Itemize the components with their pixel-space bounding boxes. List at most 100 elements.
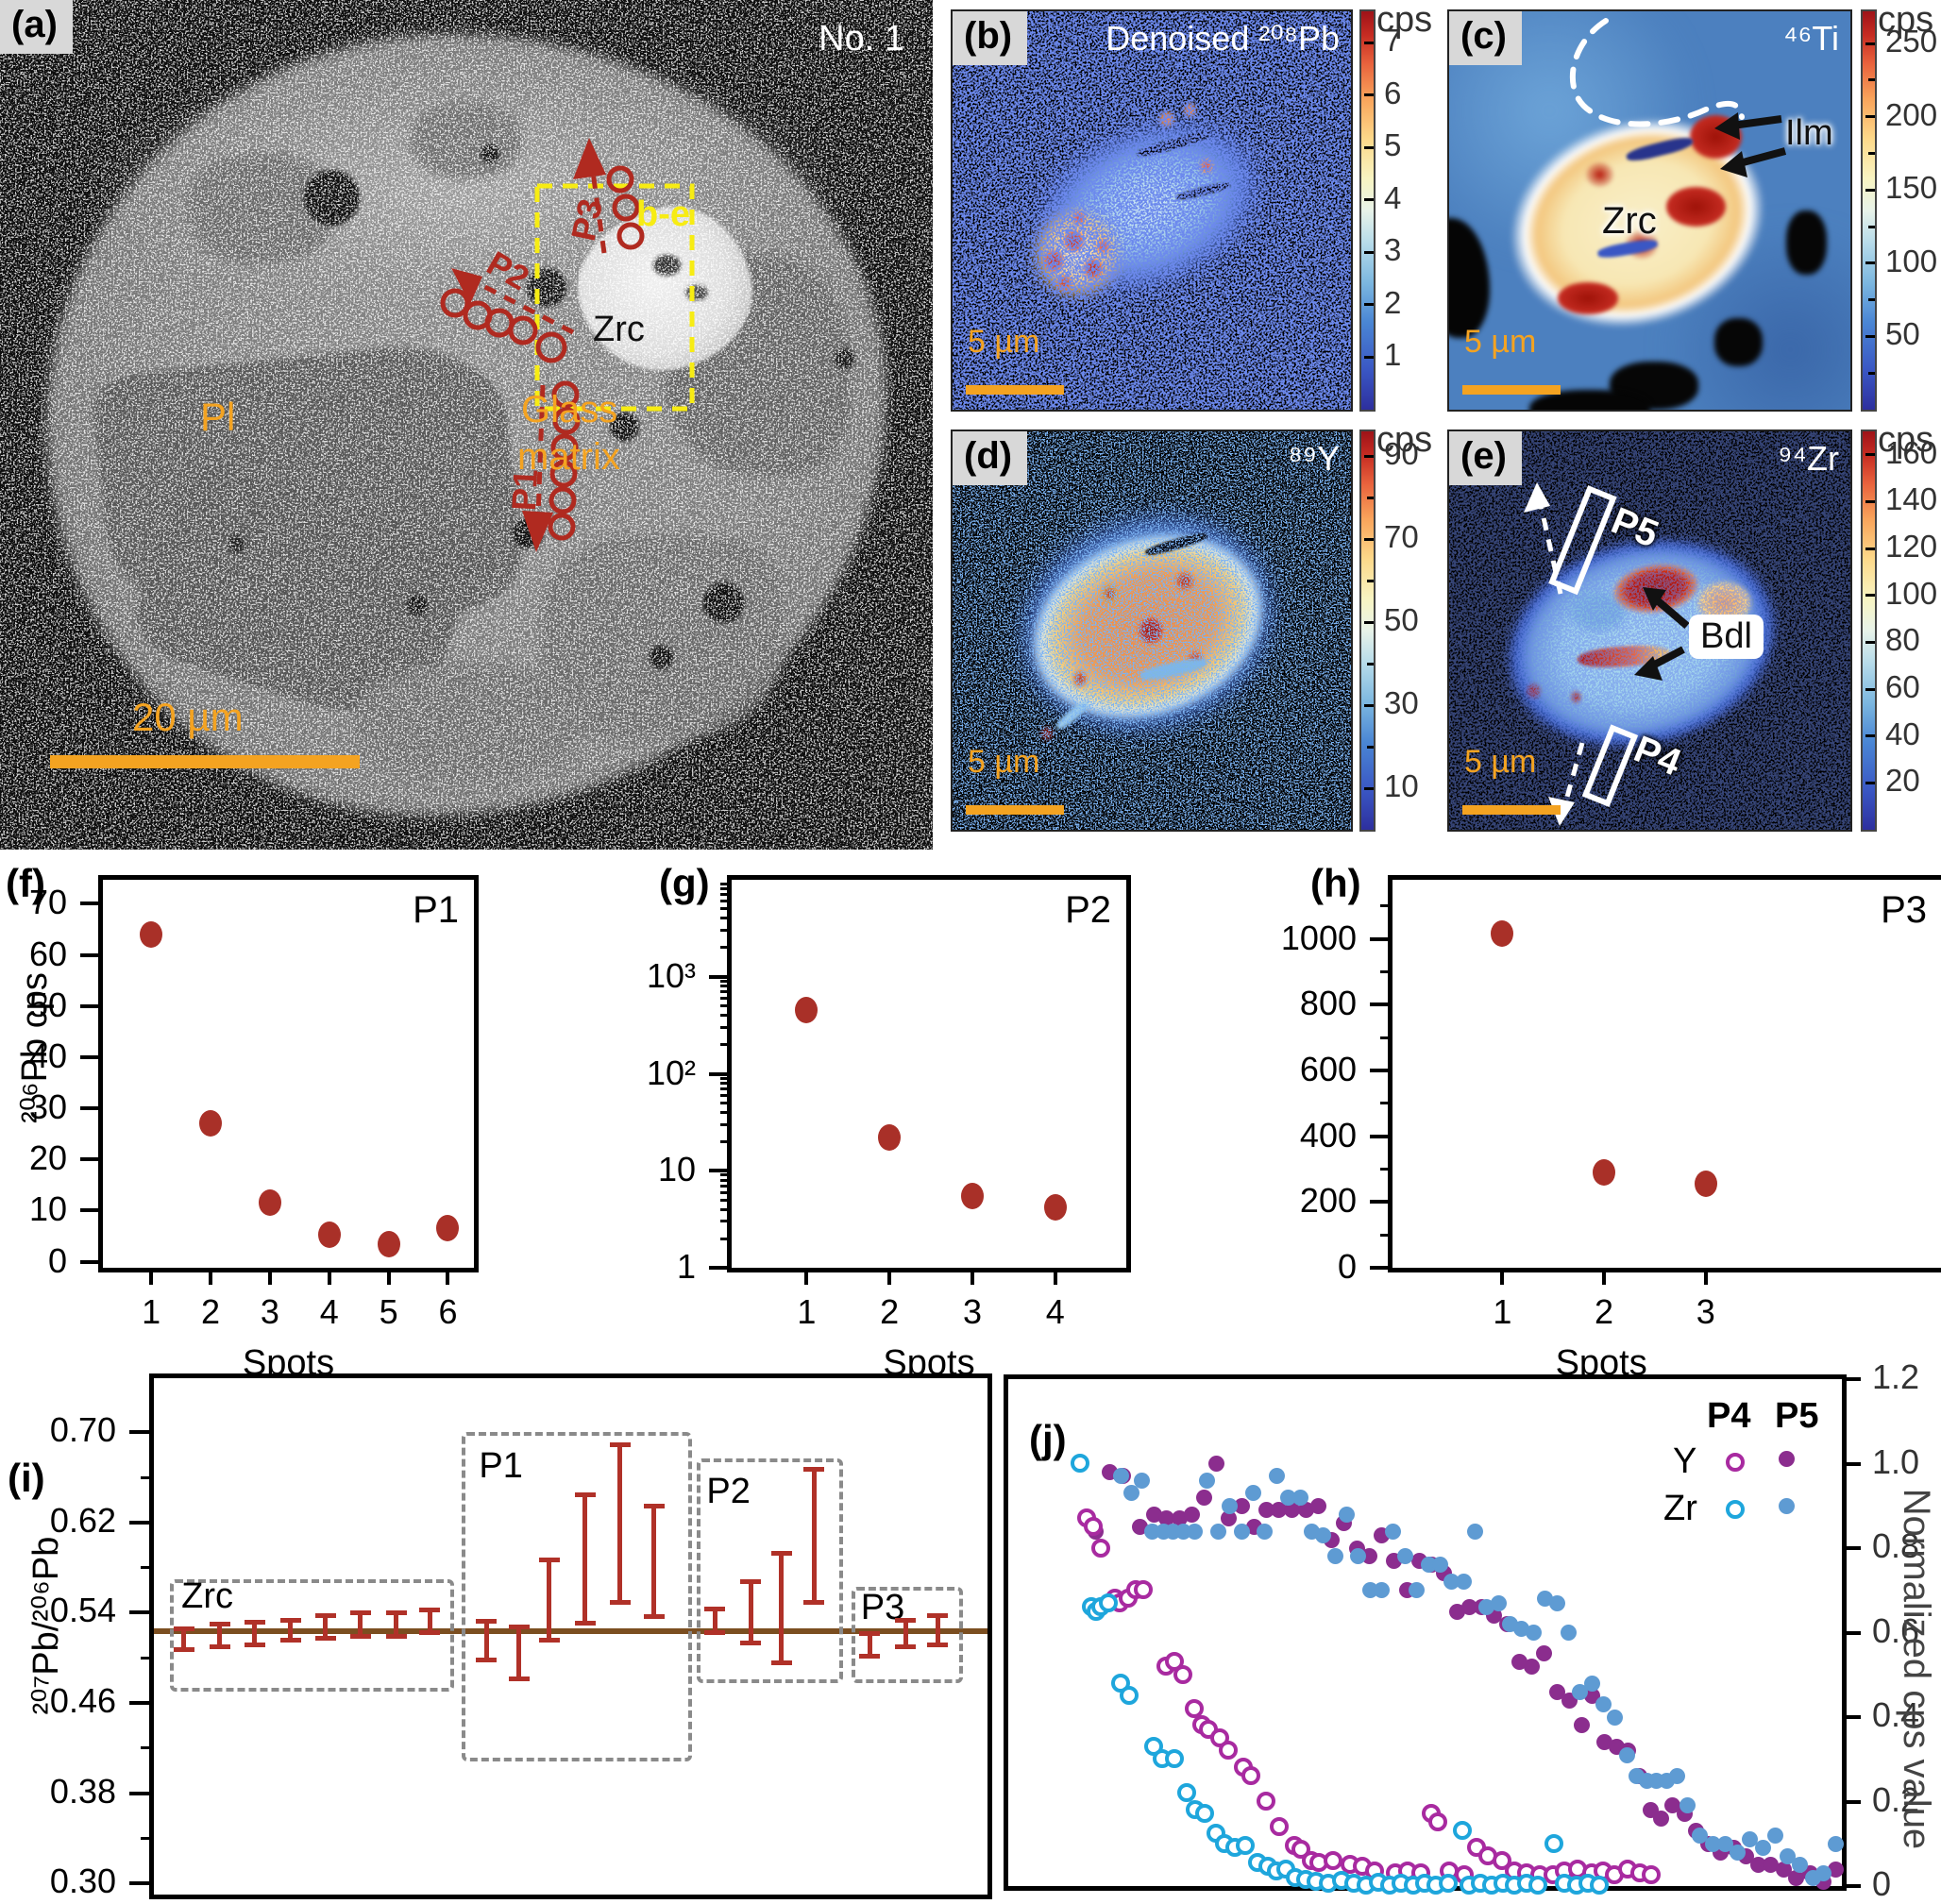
errorbar-cap-bottom bbox=[314, 1635, 336, 1641]
errorbar-line bbox=[617, 1444, 623, 1603]
panel-a-annotations bbox=[440, 138, 695, 552]
colorbar-tick-label: 150 bbox=[1885, 170, 1938, 206]
colorbar-tick bbox=[1865, 499, 1875, 503]
data-point-y-p5 bbox=[1183, 1506, 1200, 1523]
y-minor-tick bbox=[720, 883, 732, 886]
errorbar-line bbox=[867, 1632, 872, 1657]
y-minor-tick bbox=[720, 1237, 732, 1240]
panel-c-ti46-map: Ilm Zrc (c) ⁴⁶Ti 5 µm bbox=[1447, 9, 1852, 412]
panel-d-title: ⁸⁹Y bbox=[1288, 439, 1340, 478]
x-tick-label: 2 bbox=[200, 1292, 220, 1331]
profile-p1 bbox=[535, 380, 581, 541]
data-point-zr-p4 bbox=[1528, 1875, 1548, 1895]
errorbar-cap-bottom bbox=[574, 1621, 596, 1626]
panel-b-pb208-map: (b) Denoised ²⁰⁸Pb 5 µm bbox=[951, 9, 1353, 412]
data-point-zr-p5 bbox=[1607, 1709, 1624, 1726]
colorbar-tick bbox=[1865, 115, 1875, 119]
data-point-y-p5 bbox=[1309, 1497, 1326, 1514]
colorbar-tick bbox=[1364, 250, 1374, 254]
colorbar-tick bbox=[1364, 41, 1374, 44]
y-tick bbox=[129, 1430, 154, 1435]
panel-c-tag-text: (c) bbox=[1460, 15, 1507, 57]
right-tick bbox=[1842, 1630, 1861, 1635]
data-point-y-p4 bbox=[1091, 1538, 1111, 1558]
y-tick-label: 1 bbox=[676, 1247, 696, 1286]
plot-g-p2: 1 10 10² 10³ 1 2 3 4 Spots P2 bbox=[647, 875, 1131, 1383]
errorbar-cap-bottom bbox=[609, 1599, 631, 1605]
data-point bbox=[1491, 920, 1514, 948]
errorbar-line bbox=[358, 1612, 363, 1637]
data-point-zr-p4 bbox=[1236, 1835, 1256, 1855]
data-point bbox=[258, 1189, 281, 1217]
legend-row-zr: Zr bbox=[1663, 1489, 1697, 1528]
y-tick-label: 200 bbox=[1299, 1181, 1357, 1221]
errorbar-cap-top bbox=[349, 1610, 371, 1616]
data-point-y-p5 bbox=[1297, 1502, 1314, 1519]
y-tick bbox=[129, 1700, 154, 1705]
colorbar-tick bbox=[1364, 198, 1374, 202]
data-point-zr-p5 bbox=[1338, 1506, 1355, 1523]
y-tick-label: 800 bbox=[1299, 984, 1357, 1023]
data-point-zr-p5 bbox=[1792, 1857, 1809, 1874]
right-tick bbox=[1842, 1799, 1861, 1804]
errorbar-cap-bottom bbox=[895, 1644, 917, 1650]
colorbar-minor-tick bbox=[1367, 496, 1374, 499]
y-tick bbox=[709, 1169, 732, 1173]
right-tick-label: 0.2 bbox=[1872, 1779, 1920, 1819]
panel-d-y89-map: (d) ⁸⁹Y 5 µm bbox=[951, 430, 1353, 832]
zrc-label-c: Zrc bbox=[1602, 200, 1657, 242]
p4-traverse bbox=[1548, 724, 1639, 826]
data-point-zr-p5 bbox=[1668, 1768, 1685, 1785]
group-label: P1 bbox=[479, 1445, 523, 1486]
errorbar-cap-top bbox=[538, 1558, 560, 1563]
panel-d-scalebar bbox=[966, 805, 1064, 815]
data-point-y-p5 bbox=[1258, 1502, 1275, 1519]
y-minor-tick bbox=[1380, 1036, 1392, 1039]
y-minor-tick bbox=[1380, 904, 1392, 908]
x-tick bbox=[1602, 1268, 1607, 1285]
errorbar-line bbox=[483, 1620, 489, 1660]
errorbar-line bbox=[252, 1621, 258, 1646]
data-point-y-p4 bbox=[1173, 1664, 1192, 1684]
y-tick-label: 10² bbox=[646, 1053, 696, 1092]
p3-label: P3 bbox=[563, 195, 611, 244]
series-label: P2 bbox=[1065, 889, 1111, 931]
y-tick-label: 60 bbox=[28, 934, 67, 973]
colorbar-tick-label: 50 bbox=[1885, 316, 1920, 352]
panel-b-scalebar bbox=[966, 385, 1064, 395]
y-tick bbox=[80, 1003, 103, 1008]
colorbar-tick-label: 30 bbox=[1384, 685, 1419, 721]
x-tick-label: 3 bbox=[1696, 1292, 1715, 1331]
colorbar-tick bbox=[1364, 620, 1374, 624]
y-minor-tick bbox=[720, 900, 732, 903]
speckle-overlay bbox=[1449, 431, 1850, 830]
y-minor-tick bbox=[1380, 1233, 1392, 1237]
data-point bbox=[1043, 1193, 1067, 1221]
colorbar-b: 7 6 5 4 3 2 1 bbox=[1359, 9, 1401, 412]
bdl-arrows bbox=[1634, 587, 1690, 681]
data-point-zr-p5 bbox=[1716, 1835, 1733, 1852]
panel-a-bse-image: (a) No. 1 b-e Zrc Pl Glass matrix P3 P2 … bbox=[0, 0, 933, 850]
panel-b-title: Denoised ²⁰⁸Pb bbox=[1106, 19, 1340, 58]
errorbar-cap-bottom bbox=[244, 1643, 265, 1648]
y-minor-tick bbox=[720, 1087, 732, 1090]
panel-c-scalebar-label: 5 µm bbox=[1464, 324, 1537, 360]
y-tick-label: 1000 bbox=[1280, 918, 1357, 957]
errorbar-cap-bottom bbox=[419, 1629, 441, 1635]
p1-label: P1 bbox=[503, 467, 546, 513]
panel-e-tag-text: (e) bbox=[1460, 435, 1507, 477]
data-point bbox=[198, 1110, 222, 1137]
errorbar-cap-top bbox=[574, 1492, 596, 1497]
black-patch bbox=[1786, 211, 1827, 275]
errorbar-cap-top bbox=[859, 1630, 881, 1636]
colorbar-tick bbox=[1865, 42, 1875, 45]
data-point-y-p4 bbox=[1323, 1850, 1342, 1870]
data-point-zr-p5 bbox=[1583, 1675, 1600, 1692]
y-tick bbox=[1370, 936, 1392, 941]
x-tick bbox=[804, 1268, 809, 1285]
colorbar-e: 160 140 120 100 80 60 40 20 bbox=[1861, 430, 1937, 832]
colorbar-tick-label: 160 bbox=[1885, 434, 1938, 470]
errorbar-cap-top bbox=[173, 1626, 194, 1632]
x-tick bbox=[149, 1268, 154, 1285]
data-point-y-p5 bbox=[1524, 1658, 1541, 1675]
